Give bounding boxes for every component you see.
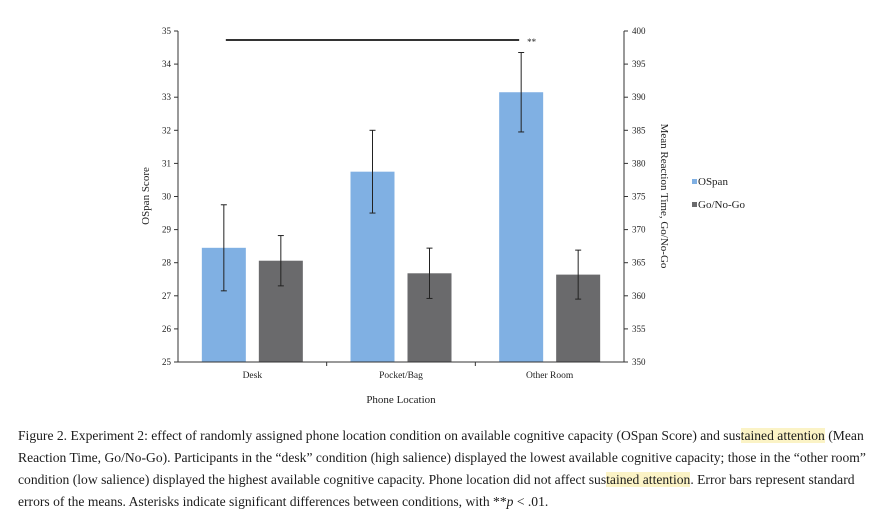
y2-tick-label-370: 370	[632, 225, 646, 235]
caption-highlight-2: tained attention	[606, 472, 691, 487]
y2-tick-label-375: 375	[632, 192, 646, 202]
y2-tick-label-355: 355	[632, 324, 646, 334]
y2-tick-label-395: 395	[632, 59, 646, 69]
y2-tick-label-360: 360	[632, 291, 646, 301]
x-tick-label-desk: Desk	[243, 371, 263, 381]
legend-label-go-no-go: Go/No-Go	[698, 199, 746, 211]
error-bars-layer	[220, 52, 582, 300]
y-tick-label-29: 29	[162, 225, 172, 235]
y2-tick-label-400: 400	[632, 26, 646, 36]
x-tick-label-pocket-bag: Pocket/Bag	[379, 371, 423, 381]
x-axis-title: Phone Location	[366, 394, 436, 406]
y2-tick-label-390: 390	[632, 92, 646, 102]
y-tick-label-31: 31	[162, 158, 171, 168]
y-tick-label-33: 33	[162, 92, 172, 102]
legend-swatch-go-no-go	[692, 202, 697, 207]
bar-ospan-other-room	[499, 92, 544, 363]
y-tick-label-27: 27	[162, 291, 172, 301]
significance-layer: **	[225, 37, 537, 47]
y-tick-label-30: 30	[162, 192, 172, 202]
y2-tick-label-380: 380	[632, 158, 646, 168]
legend: OSpan Go/No-Go	[692, 176, 746, 211]
caption-part-2: (Mean Reaction Time, Go/No-Go). Particip…	[18, 428, 866, 487]
figure-caption: Figure 2. Experiment 2: effect of random…	[18, 425, 876, 513]
legend-swatch-ospan	[692, 179, 697, 184]
axes-layer: 25 26 27 28 29 30 31 32 33 34 35 350 355 360 365 370 375…	[162, 26, 646, 381]
y2-axis-title: Mean Reaction Time, Go/No-Go	[658, 124, 670, 269]
y-tick-label-35: 35	[162, 26, 172, 36]
bar-chart: 25 26 27 28 29 30 31 32 33 34 35 350 355 360 365 370 375…	[140, 26, 746, 406]
y-tick-label-25: 25	[162, 357, 172, 367]
caption-p-variable: p	[506, 494, 514, 509]
bars-layer	[201, 92, 601, 363]
y2-tick-label-350: 350	[632, 357, 646, 367]
x-tick-label-other-room: Other Room	[526, 371, 574, 381]
y2-tick-label-365: 365	[632, 258, 646, 268]
legend-label-ospan: OSpan	[698, 176, 728, 188]
y-tick-label-32: 32	[162, 125, 171, 135]
y2-tick-label-385: 385	[632, 125, 646, 135]
caption-part-4: < .01.	[513, 494, 549, 509]
caption-highlight-1: tained attention	[740, 428, 825, 443]
y-tick-label-26: 26	[162, 324, 172, 334]
y-tick-label-34: 34	[162, 59, 172, 69]
caption-part-3: . Error bars represent standard errors o…	[18, 472, 855, 509]
y-tick-label-28: 28	[162, 258, 172, 268]
caption-part-1: Figure 2. Experiment 2: effect of random…	[18, 428, 741, 443]
significance-label: **	[527, 37, 537, 47]
y-axis-title: OSpan Score	[140, 167, 152, 225]
